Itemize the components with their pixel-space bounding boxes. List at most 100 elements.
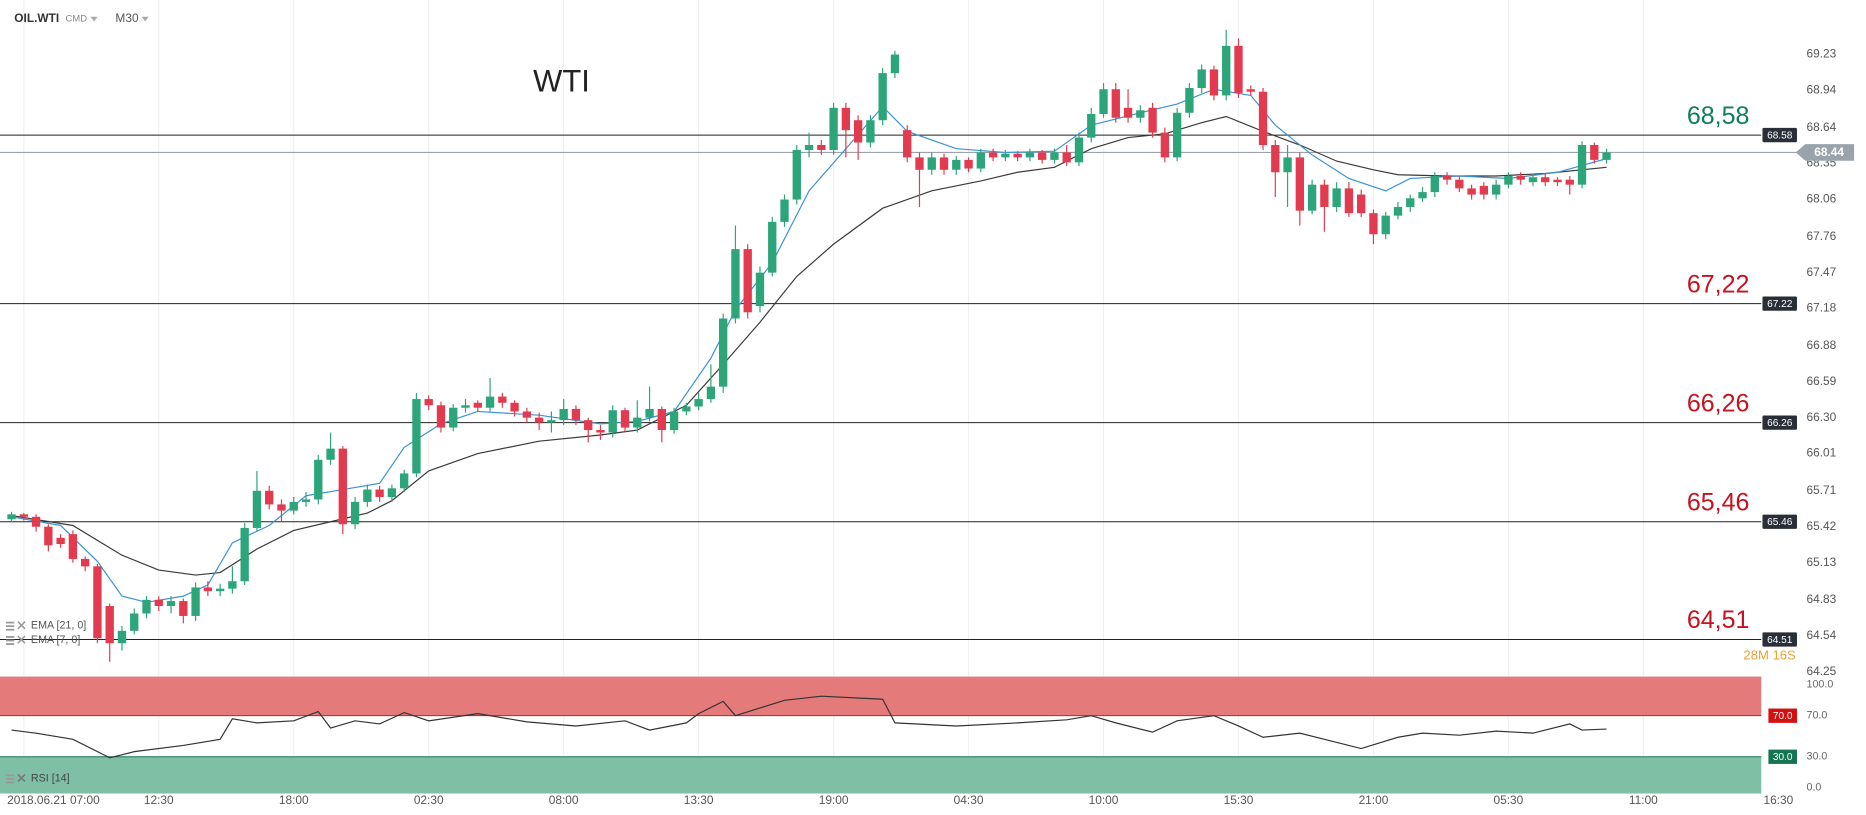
legend-label: EMA [21, 0] bbox=[31, 620, 86, 632]
candle-body bbox=[1074, 137, 1084, 163]
candle-body bbox=[1197, 69, 1206, 88]
y-tick-label: 100.0 bbox=[1806, 679, 1833, 691]
candle-body bbox=[1455, 179, 1464, 189]
x-tick-label: 16:30 bbox=[1763, 793, 1793, 807]
candle-body bbox=[1111, 89, 1120, 118]
candle-body bbox=[314, 459, 323, 500]
y-tick-label: 67.76 bbox=[1806, 229, 1836, 243]
candle-body bbox=[988, 152, 998, 158]
x-tick-label: 15:30 bbox=[1224, 793, 1254, 807]
candle-body bbox=[694, 399, 703, 407]
candle-body bbox=[130, 613, 139, 631]
candle-body bbox=[1418, 192, 1427, 199]
candle-body bbox=[19, 514, 28, 517]
candle-body bbox=[890, 54, 900, 74]
candle-body bbox=[473, 402, 482, 408]
candle-body bbox=[1123, 107, 1133, 118]
level-label: 65,46 bbox=[1687, 488, 1750, 516]
candle-body bbox=[68, 534, 78, 559]
candle-body bbox=[436, 405, 446, 428]
x-tick-label: 05:30 bbox=[1494, 793, 1524, 807]
rsi-zone bbox=[0, 676, 1762, 716]
candle-body bbox=[841, 107, 851, 131]
level-label: 67,22 bbox=[1687, 270, 1750, 298]
candle-body bbox=[1013, 153, 1022, 158]
candle-body bbox=[363, 489, 372, 502]
candle-body bbox=[1283, 157, 1292, 173]
y-tick-label: 69.23 bbox=[1806, 47, 1836, 61]
level-box-label: 64.51 bbox=[1767, 635, 1793, 646]
candle-body bbox=[522, 411, 532, 418]
rsi-level-label: 70.0 bbox=[1773, 711, 1793, 722]
candle-body bbox=[1234, 45, 1243, 93]
level-box bbox=[1762, 514, 1797, 529]
candle-body bbox=[1160, 132, 1170, 158]
candle-body bbox=[571, 408, 581, 421]
rsi-level-box bbox=[1768, 708, 1797, 723]
candle-body bbox=[166, 601, 176, 607]
candle-body bbox=[743, 249, 752, 313]
candle-body bbox=[866, 120, 875, 143]
candle-body bbox=[449, 407, 458, 428]
rsi-level-label: 30.0 bbox=[1773, 752, 1793, 763]
candle-body bbox=[1344, 188, 1354, 214]
dropdown-arrow[interactable] bbox=[90, 16, 98, 22]
candle-body bbox=[412, 399, 421, 474]
series-line bbox=[11, 115, 1607, 576]
candle-body bbox=[1516, 175, 1525, 180]
candle-body bbox=[44, 526, 53, 546]
y-tick-label: 65.71 bbox=[1806, 483, 1836, 497]
y-tick-label: 64.54 bbox=[1806, 628, 1836, 642]
candle-body bbox=[927, 157, 936, 170]
y-tick-label: 70.0 bbox=[1806, 710, 1827, 722]
candle-body bbox=[228, 581, 237, 589]
level-box bbox=[1762, 296, 1797, 311]
timeframe[interactable]: M30 bbox=[115, 11, 139, 25]
legend-label: RSI [14] bbox=[31, 772, 70, 784]
candle-body bbox=[1271, 145, 1280, 173]
candle-body bbox=[768, 221, 777, 273]
candle-body bbox=[424, 399, 433, 406]
dropdown-arrow[interactable] bbox=[141, 16, 149, 22]
candle-body bbox=[804, 145, 814, 150]
candle-body bbox=[939, 157, 949, 170]
level-box-label: 66.26 bbox=[1767, 418, 1793, 429]
candle-body bbox=[1050, 152, 1059, 160]
candle-body bbox=[265, 490, 274, 505]
candle-body bbox=[976, 152, 985, 169]
candle-body bbox=[387, 488, 397, 497]
candle-body bbox=[1001, 153, 1010, 158]
candle-body bbox=[829, 107, 838, 150]
candle-body bbox=[1148, 107, 1157, 133]
candle-body bbox=[682, 406, 691, 412]
y-tick-label: 66.30 bbox=[1806, 410, 1836, 424]
candle-body bbox=[1577, 145, 1587, 185]
y-tick-label: 65.13 bbox=[1806, 555, 1836, 569]
candle-body bbox=[952, 159, 961, 170]
candle-body bbox=[1565, 179, 1574, 185]
candle-body bbox=[669, 411, 679, 431]
candle-body bbox=[1393, 206, 1403, 216]
candle-body bbox=[706, 386, 716, 400]
level-box bbox=[1762, 632, 1797, 647]
candle-body bbox=[191, 587, 200, 616]
candle-body bbox=[633, 417, 642, 428]
candle-body bbox=[1590, 145, 1599, 160]
grid-layer bbox=[23, 0, 1644, 794]
y-tick-label: 68.64 bbox=[1806, 120, 1836, 134]
candle-body bbox=[1381, 215, 1390, 235]
market[interactable]: CMD bbox=[65, 14, 87, 25]
candle-body bbox=[7, 514, 16, 520]
symbol[interactable]: OIL.WTI bbox=[14, 11, 59, 25]
candle-body bbox=[559, 408, 568, 421]
x-tick-label: 18:00 bbox=[279, 793, 309, 807]
candle-body bbox=[608, 410, 617, 433]
x-tick-label: 21:00 bbox=[1359, 793, 1389, 807]
candle-body bbox=[1467, 188, 1476, 195]
label-layer: 2018.06.21 07:00 12:30 18:00 02:30 08:00 13:3… bbox=[7, 47, 1855, 807]
candle-body bbox=[277, 504, 286, 511]
x-tick-label: 10:00 bbox=[1089, 793, 1119, 807]
candle-body bbox=[1320, 184, 1329, 207]
candle-body bbox=[620, 410, 630, 428]
